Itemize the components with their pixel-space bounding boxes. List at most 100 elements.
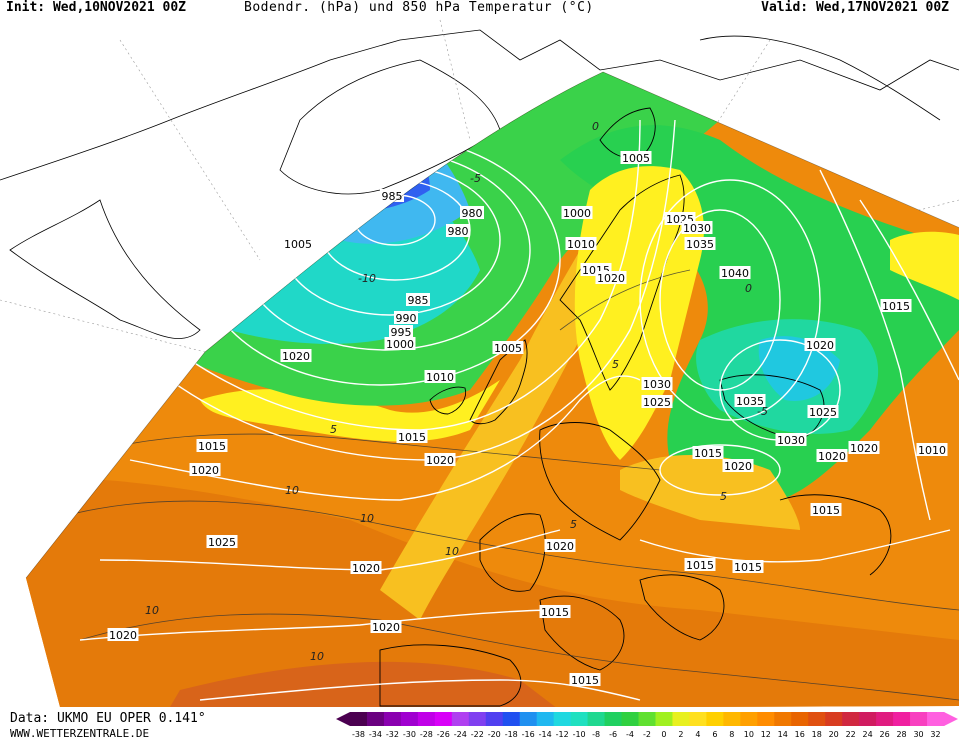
isobar-labels: 1005985980980100010051010102510301035101… [107,151,948,687]
scale-swatch [638,712,656,726]
isobar-label-box [719,266,751,279]
scale-swatch [451,712,470,726]
scale-swatch [757,712,775,726]
scale-swatch [350,712,368,726]
scale-tick-label: 2 [678,730,683,739]
scale-tick-label: -28 [420,730,433,739]
isobar-label-box [460,206,484,219]
scale-tick-label: 6 [712,730,717,739]
isobar-label-box [424,453,456,466]
isobar-label-box [424,370,456,383]
isobar-label: 1020 [352,562,380,575]
temperature-contour-label: -5 [470,172,481,185]
temperature-contour-label: 10 [285,484,299,497]
scale-tick-label: 8 [729,730,734,739]
isobar-label-box [280,349,312,362]
temperature-contour-label: 10 [445,545,459,558]
map-title: Bodendr. (hPa) und 850 hPa Temperatur (°… [244,0,594,15]
scale-tick-label: 24 [863,730,873,739]
scale-tick-label: 20 [829,730,839,739]
scale-swatch [927,712,945,726]
temperature-contour-label: 5 [570,518,577,531]
isobar-label-box [848,441,880,454]
scale-tick-label: -26 [437,730,450,739]
scale-swatch [485,712,504,726]
isobar-label-box [692,446,724,459]
scale-swatch [570,712,589,726]
temperature-contour-label: 10 [145,604,159,617]
scale-tick-label: 28 [896,730,906,739]
temperature-contour-label: 0 [592,120,599,133]
scale-tick-label: -18 [505,730,518,739]
scale-tick-label: 10 [744,730,754,739]
scale-swatch [774,712,792,726]
temperature-color-scale: -38 -34 -32 -30 -28 -26 -24 -22 -20 -18 -16 -14 -12-… [336,712,958,739]
scale-swatch [689,712,707,726]
scale-right-arrow [944,712,958,726]
scale-tick-label: -34 [369,730,382,739]
scale-swatch [553,712,572,726]
isobar-label: 1040 [721,267,749,280]
geography-background [0,19,959,691]
isobar-label: 1020 [806,339,834,352]
isobar-label: 985 [408,294,429,307]
scale-tick-label: -12 [556,730,569,739]
isobar-label-box [196,439,228,452]
temperature-contour-label: 5 [720,490,727,503]
scale-swatch [791,712,809,726]
scale-tick-label: 0 [661,730,666,739]
isobar-label: 1020 [546,540,574,553]
scale-swatch [842,712,860,726]
init-time: Init: Wed,10NOV2021 00Z [6,0,187,15]
isobar-label-box [732,560,764,573]
isobar-label-box [384,337,416,350]
scale-tick-label: 26 [880,730,890,739]
isobar-label: 1015 [198,440,226,453]
temperature-contour-label: 10 [360,512,374,525]
isobar-label: 1000 [563,207,591,220]
isobar-label: 1025 [208,536,236,549]
isobar-label-box [569,673,601,686]
scale-tick-label: 12 [761,730,771,739]
temperature-contours [49,269,959,701]
scale-swatch [400,712,419,726]
scale-swatch [366,712,385,726]
isobar-label: 1010 [567,238,595,251]
isobar-label-box [916,443,948,456]
isobar-label-box [804,338,836,351]
isobar-label-box [807,405,839,418]
scale-swatch [893,712,911,726]
isobar-label: 1015 [686,559,714,572]
isobar-label-box [350,561,382,574]
scale-swatch [740,712,758,726]
isobar-label-box [561,206,593,219]
scale-swatch [468,712,487,726]
scale-left-arrow [336,712,350,726]
scale-swatch [434,712,453,726]
isobar-label: 1015 [694,447,722,460]
isobar-label-box [816,449,848,462]
scale-swatch [655,712,673,726]
temperature-contour-label: 10 [310,650,324,663]
isobar-label-box [539,605,571,618]
isobar-label-box [620,151,652,164]
isobar-label: 980 [462,207,483,220]
isobar-label-box [565,237,597,250]
temperature-contour-label: -10 [358,272,376,285]
scale-swatch [417,712,436,726]
scale-tick-label: -24 [454,730,467,739]
isobar-label-box [389,325,413,338]
isobar-label-box [492,341,524,354]
isobar-label: 1020 [850,442,878,455]
scale-swatch [706,712,724,726]
isobar-label: 1020 [597,272,625,285]
isobar-label-box [394,311,418,324]
scale-tick-label: 14 [778,730,788,739]
isobar-label-box [734,394,766,407]
isobar-label: 1030 [683,222,711,235]
temperature-contour-label: -5 [757,405,768,418]
isobar-label: 1020 [109,629,137,642]
scale-tick-label: -20 [488,730,501,739]
isobar-label-box [684,558,716,571]
